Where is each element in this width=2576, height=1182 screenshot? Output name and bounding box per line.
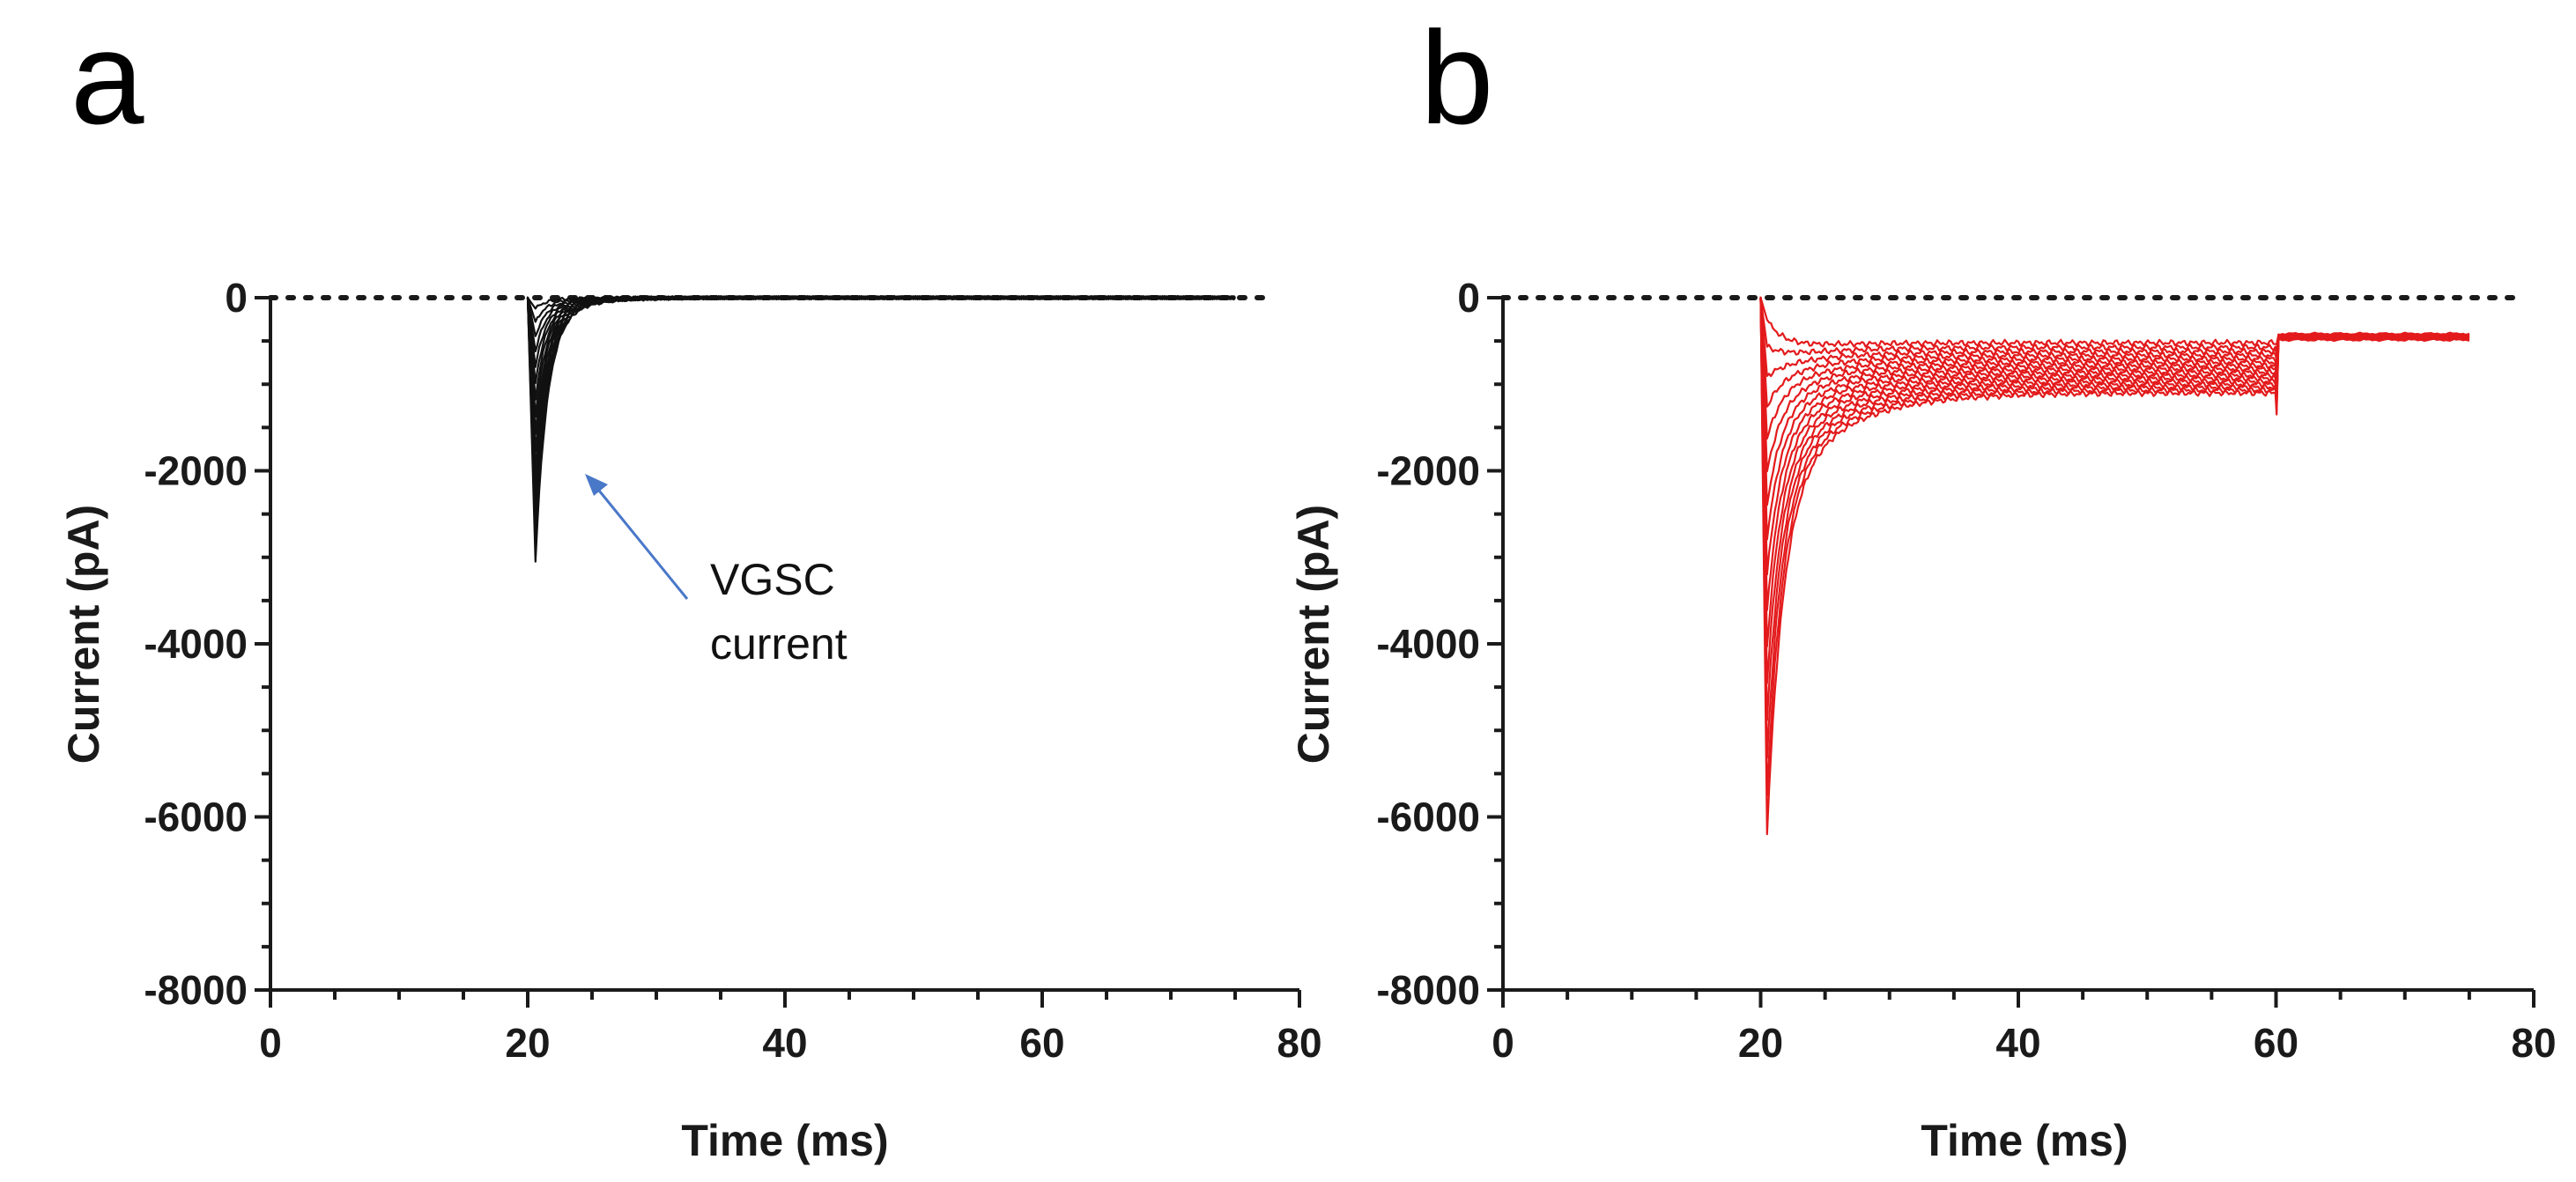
panel-b-chart: b Current (pA) Time (ms) 0 -2000 -4000 -600… bbox=[1289, 4, 2557, 1165]
current-trace bbox=[526, 295, 1236, 435]
current-trace bbox=[526, 294, 1236, 368]
current-trace bbox=[526, 295, 1236, 563]
current-trace bbox=[1759, 296, 2470, 440]
panel-b-y-axis-title: Current (pA) bbox=[1289, 505, 1338, 764]
x-tick-label: 20 bbox=[1738, 1020, 1783, 1066]
annotation-label-line-1: VGSC bbox=[710, 555, 835, 604]
current-trace bbox=[526, 295, 1236, 507]
panel-b-letter: b bbox=[1420, 4, 1493, 151]
panel-a-ticks bbox=[255, 296, 1301, 1008]
current-trace bbox=[1759, 296, 2470, 348]
x-tick-label: 40 bbox=[762, 1020, 807, 1066]
current-trace bbox=[1759, 296, 2470, 836]
current-trace bbox=[526, 294, 1236, 352]
y-tick-label: -2000 bbox=[144, 448, 248, 494]
x-tick-label: 60 bbox=[1019, 1020, 1064, 1066]
panel-a-x-axis-title: Time (ms) bbox=[681, 1116, 888, 1165]
current-trace bbox=[1759, 296, 2470, 541]
x-tick-label: 0 bbox=[259, 1020, 282, 1066]
current-trace bbox=[526, 295, 1236, 526]
current-trace bbox=[526, 295, 1236, 544]
panel-b-ticks bbox=[1487, 296, 2535, 1008]
current-trace bbox=[526, 294, 1236, 418]
x-tick-label: 20 bbox=[505, 1020, 550, 1066]
panel-b-tick-labels: 0 -2000 -4000 -6000 -8000 0 20 40 60 80 bbox=[1376, 275, 2556, 1066]
current-trace bbox=[1759, 296, 2470, 797]
y-tick-label: -6000 bbox=[1376, 794, 1480, 840]
y-tick-label: 0 bbox=[1457, 275, 1480, 321]
panel-a-annotation: VGSC current bbox=[585, 474, 848, 669]
x-tick-label: 80 bbox=[2511, 1020, 2556, 1066]
panel-b-traces bbox=[1759, 296, 2470, 836]
current-trace bbox=[1759, 296, 2469, 356]
current-trace bbox=[1759, 296, 2470, 684]
y-tick-label: 0 bbox=[225, 275, 248, 321]
panel-a-traces bbox=[526, 294, 1236, 563]
current-trace bbox=[1759, 296, 2470, 408]
annotation-arrowhead bbox=[585, 474, 608, 496]
current-trace bbox=[526, 294, 1236, 385]
current-trace bbox=[1759, 296, 2470, 506]
panel-b-x-axis-title: Time (ms) bbox=[1921, 1116, 2128, 1165]
current-trace bbox=[1759, 296, 2470, 473]
y-tick-label: -6000 bbox=[144, 794, 248, 840]
current-trace bbox=[526, 295, 1236, 470]
current-trace bbox=[526, 295, 1236, 489]
y-tick-label: -2000 bbox=[1376, 448, 1480, 494]
panel-a-y-axis-title: Current (pA) bbox=[59, 505, 108, 764]
current-trace bbox=[526, 295, 1236, 453]
x-tick-label: 0 bbox=[1492, 1020, 1514, 1066]
current-trace bbox=[1759, 296, 2470, 721]
x-tick-label: 60 bbox=[2254, 1020, 2298, 1066]
y-tick-label: -4000 bbox=[144, 621, 248, 667]
panel-a-chart: a Current (pA) Time (ms) 0 -2000 -4000 -600… bbox=[59, 4, 1322, 1165]
annotation-arrow bbox=[594, 485, 689, 600]
annotation-label-line-2: current bbox=[710, 619, 848, 669]
current-trace bbox=[526, 294, 1236, 337]
y-tick-label: -8000 bbox=[144, 967, 248, 1013]
panel-a-letter: a bbox=[70, 4, 144, 151]
y-tick-label: -4000 bbox=[1376, 621, 1480, 667]
y-tick-label: -8000 bbox=[1376, 967, 1480, 1013]
current-trace bbox=[526, 294, 1236, 401]
x-tick-label: 40 bbox=[1995, 1020, 2040, 1066]
x-tick-label: 80 bbox=[1277, 1020, 1321, 1066]
current-trace bbox=[1759, 296, 2470, 647]
